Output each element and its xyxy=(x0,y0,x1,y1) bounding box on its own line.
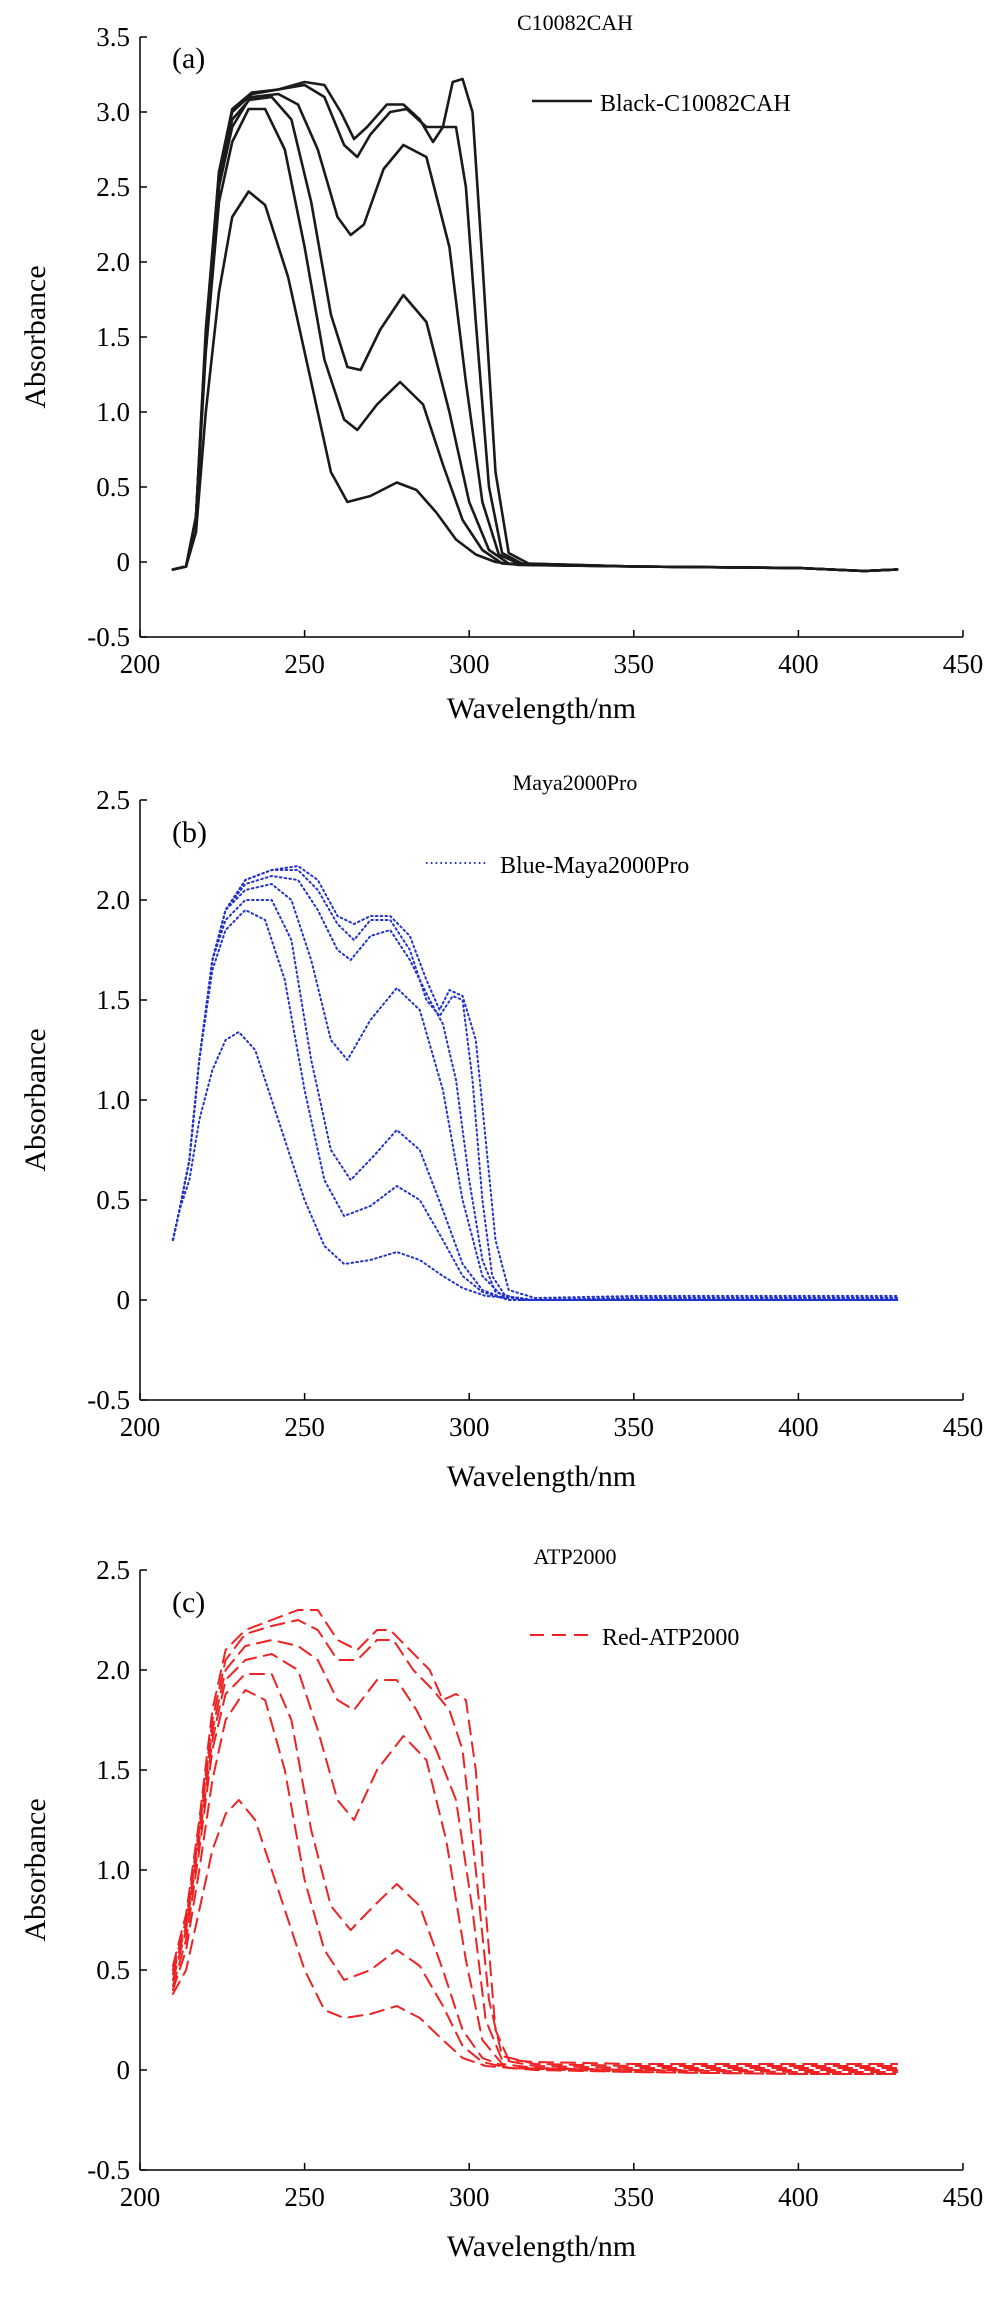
series-line-6 xyxy=(171,869,899,1301)
y-tick-label: 2.0 xyxy=(96,247,130,277)
x-tick-label: 400 xyxy=(778,1412,819,1442)
x-tick-label: 200 xyxy=(120,2182,161,2212)
x-tick-label: 450 xyxy=(943,2182,984,2212)
series-line-6 xyxy=(171,1619,899,2067)
series-line-2 xyxy=(171,107,899,573)
series-group xyxy=(171,77,899,573)
y-tick-label: 0 xyxy=(117,547,131,577)
y-tick-label: 1.0 xyxy=(96,1085,130,1115)
y-tick-label: 2.0 xyxy=(96,1655,130,1685)
absorbance-chart-a: -0.5 0 0.5 1.0 1.5 2.0 2.5 3.0 3.5 200 250 300 350 40… xyxy=(19,10,984,725)
y-tick-label: 3.0 xyxy=(96,97,130,127)
chart-panel-c: -0.5 0 0.5 1.0 1.5 2.0 2.5 200 250 300 350 400 450 AT… xyxy=(0,1540,1000,2306)
series-line-1 xyxy=(171,1799,899,2075)
y-tick-label: 1.5 xyxy=(96,1755,130,1785)
y-tick-label: 1.0 xyxy=(96,1855,130,1885)
y-tick-label: 1.5 xyxy=(96,322,130,352)
series-line-3 xyxy=(171,95,899,573)
x-tick-label: 200 xyxy=(120,649,161,679)
y-tick-label: 0 xyxy=(117,2055,131,2085)
series-group xyxy=(171,1609,899,2075)
panel-label: (a) xyxy=(172,42,205,75)
series-line-7 xyxy=(171,1609,899,2065)
y-tick-label: 0.5 xyxy=(96,1185,130,1215)
x-tick-label: 300 xyxy=(449,2182,490,2212)
y-axis-label: Absorbance xyxy=(19,265,52,408)
x-axis-label: Wavelength/nm xyxy=(447,692,636,725)
y-axis-label: Absorbance xyxy=(19,1028,52,1171)
panel-label: (c) xyxy=(172,1586,205,1619)
y-axis-label: Absorbance xyxy=(19,1798,52,1941)
series-line-7 xyxy=(171,865,899,1299)
chart-title: ATP2000 xyxy=(533,1544,616,1569)
series-group xyxy=(171,865,899,1301)
series-line-2 xyxy=(171,1689,899,2075)
x-tick-label: 300 xyxy=(449,649,490,679)
x-tick-label: 350 xyxy=(614,1412,655,1442)
series-line-5 xyxy=(171,875,899,1301)
y-tick-label: 2.5 xyxy=(96,785,130,815)
y-tick-label: 1.0 xyxy=(96,397,130,427)
x-tick-label: 250 xyxy=(284,1412,325,1442)
x-tick-label: 200 xyxy=(120,1412,161,1442)
y-tick-label: -0.5 xyxy=(87,2155,130,2185)
chart-title: Maya2000Pro xyxy=(513,770,638,795)
x-tick-label: 400 xyxy=(778,649,819,679)
legend-label: Blue-Maya2000Pro xyxy=(500,853,689,879)
x-tick-label: 350 xyxy=(614,649,655,679)
chart-title: C10082CAH xyxy=(517,10,633,35)
series-line-4 xyxy=(171,883,899,1301)
y-tick-label: 3.5 xyxy=(96,22,130,52)
series-line-4 xyxy=(171,92,899,573)
y-tick-label: 2.5 xyxy=(96,172,130,202)
x-tick-label: 250 xyxy=(284,649,325,679)
x-axis-label: Wavelength/nm xyxy=(447,1460,636,1493)
y-tick-label: 0.5 xyxy=(96,472,130,502)
series-line-5 xyxy=(171,1639,899,2069)
x-tick-label: 450 xyxy=(943,1412,984,1442)
series-line-1 xyxy=(171,190,899,573)
x-tick-label: 300 xyxy=(449,1412,490,1442)
y-tick-label: 1.5 xyxy=(96,985,130,1015)
panel-label: (b) xyxy=(172,816,207,849)
series-line-5 xyxy=(171,83,899,573)
series-line-2 xyxy=(171,909,899,1301)
absorbance-chart-c: -0.5 0 0.5 1.0 1.5 2.0 2.5 200 250 300 350 400 450 AT… xyxy=(19,1544,984,2263)
y-tick-label: 2.5 xyxy=(96,1555,130,1585)
series-line-4 xyxy=(171,1653,899,2071)
y-tick-label: -0.5 xyxy=(87,1385,130,1415)
x-tick-label: 250 xyxy=(284,2182,325,2212)
series-line-1 xyxy=(171,1031,899,1301)
x-tick-label: 400 xyxy=(778,2182,819,2212)
y-tick-label: 2.0 xyxy=(96,885,130,915)
legend-label: Black-C10082CAH xyxy=(600,91,791,117)
x-axis-label: Wavelength/nm xyxy=(447,2230,636,2263)
y-tick-label: 0 xyxy=(117,1285,131,1315)
y-tick-label: 0.5 xyxy=(96,1955,130,1985)
chart-panel-a: -0.5 0 0.5 1.0 1.5 2.0 2.5 3.0 3.5 200 250 300 350 40… xyxy=(0,0,1000,760)
absorbance-chart-b: -0.5 0 0.5 1.0 1.5 2.0 2.5 200 250 300 350 400 450 Ma… xyxy=(19,770,984,1493)
series-line-3 xyxy=(171,1673,899,2073)
legend-label: Red-ATP2000 xyxy=(602,1625,739,1651)
series-line-3 xyxy=(171,899,899,1301)
x-tick-label: 350 xyxy=(614,2182,655,2212)
x-tick-label: 450 xyxy=(943,649,984,679)
y-tick-label: -0.5 xyxy=(87,622,130,652)
chart-panel-b: -0.5 0 0.5 1.0 1.5 2.0 2.5 200 250 300 350 400 450 Ma… xyxy=(0,770,1000,1530)
series-line-6 xyxy=(171,77,899,573)
